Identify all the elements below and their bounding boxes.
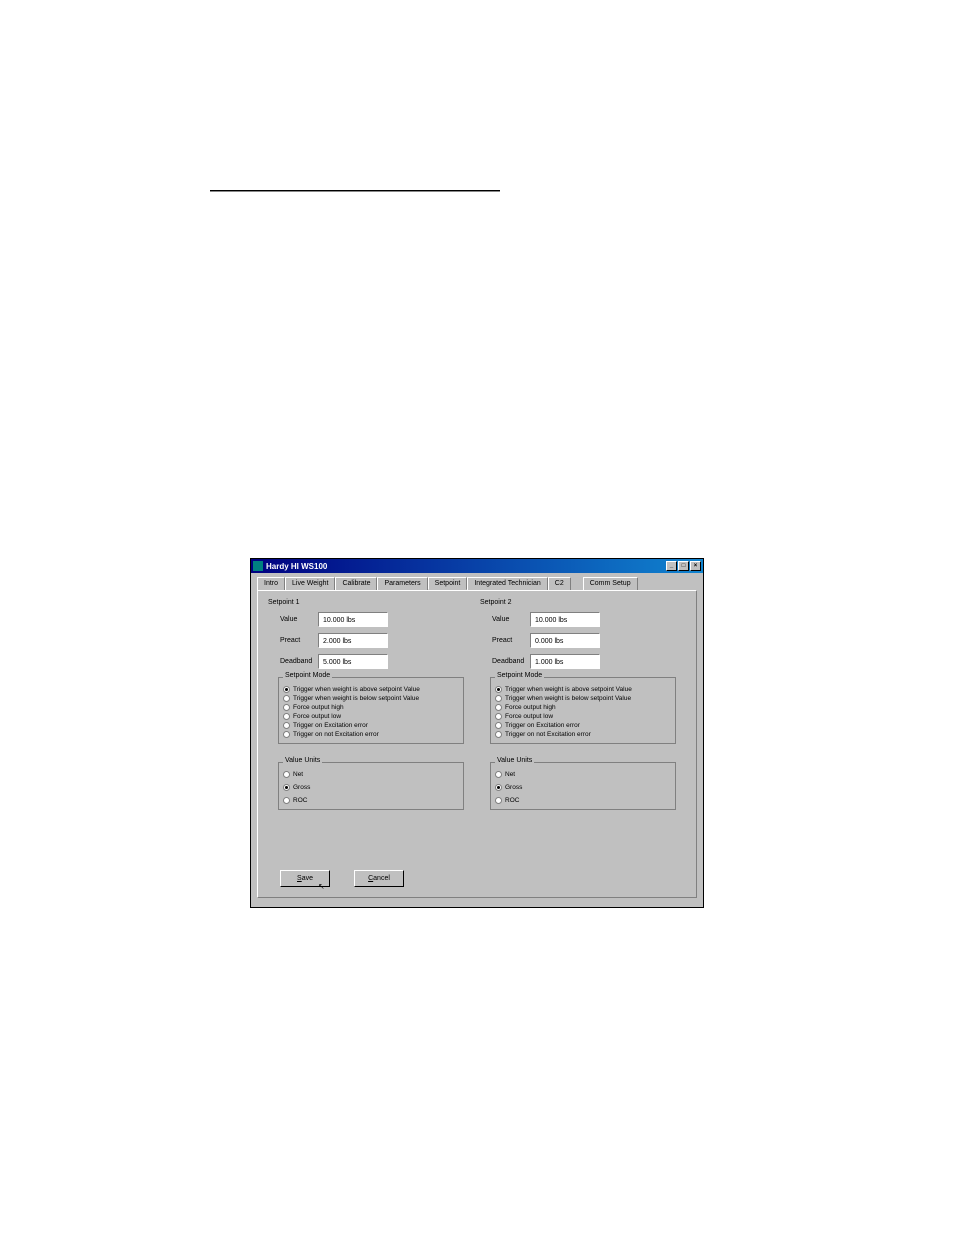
sp1-mode-opt1[interactable]: Trigger when weight is below setpoint Va…: [283, 694, 459, 703]
tabstrip: Intro Live Weight Calibrate Parameters S…: [251, 573, 703, 590]
sp1-mode-opt5[interactable]: Trigger on not Excitation error: [283, 730, 459, 739]
radio-icon: [495, 731, 502, 738]
sp1-deadband-row: Deadband 5.000 lbs: [268, 654, 468, 669]
sp1-units-opt0[interactable]: Net: [283, 770, 459, 779]
sp1-mode-opt0[interactable]: Trigger when weight is above setpoint Va…: [283, 685, 459, 694]
sp1-value-label: Value: [268, 616, 318, 623]
sp2-units-opt1[interactable]: Gross: [495, 783, 671, 792]
sp1-units-group: Value Units Net Gross ROC: [278, 762, 464, 810]
sp1-value-input[interactable]: 10.000 lbs: [318, 612, 388, 627]
sp2-mode-group: Setpoint Mode Trigger when weight is abo…: [490, 677, 676, 744]
radio-icon: [495, 722, 502, 729]
tab-c2[interactable]: C2: [548, 577, 571, 590]
tab-comm-setup[interactable]: Comm Setup: [583, 577, 638, 590]
sp2-deadband-label: Deadband: [480, 658, 530, 665]
radio-icon: [283, 722, 290, 729]
sp2-mode-opt1[interactable]: Trigger when weight is below setpoint Va…: [495, 694, 671, 703]
radio-icon: [495, 686, 502, 693]
setpoint-panel: Setpoint 1 Value 10.000 lbs Preact 2.000…: [257, 590, 697, 898]
sp2-mode-opt5[interactable]: Trigger on not Excitation error: [495, 730, 671, 739]
sp1-deadband-label: Deadband: [268, 658, 318, 665]
minimize-button[interactable]: _: [666, 561, 677, 571]
cursor-icon: ↖: [318, 882, 325, 891]
sp2-units-opt2[interactable]: ROC: [495, 796, 671, 805]
sp2-value-label: Value: [480, 616, 530, 623]
sp2-units-group: Value Units Net Gross ROC: [490, 762, 676, 810]
page-divider: [210, 190, 500, 192]
radio-icon: [283, 686, 290, 693]
sp2-value-row: Value 10.000 lbs: [480, 612, 680, 627]
tab-setpoint[interactable]: Setpoint: [428, 577, 468, 590]
radio-icon: [283, 784, 290, 791]
sp2-mode-title: Setpoint Mode: [495, 672, 544, 679]
titlebar: Hardy HI WS100 _ □ ×: [251, 559, 703, 573]
sp1-units-opt2[interactable]: ROC: [283, 796, 459, 805]
radio-icon: [495, 704, 502, 711]
radio-icon: [495, 695, 502, 702]
sp2-value-input[interactable]: 10.000 lbs: [530, 612, 600, 627]
radio-icon: [495, 797, 502, 804]
sp1-deadband-input[interactable]: 5.000 lbs: [318, 654, 388, 669]
radio-icon: [495, 784, 502, 791]
radio-icon: [495, 713, 502, 720]
save-label-rest: ave: [302, 875, 313, 882]
sp1-mode-opt2[interactable]: Force output high: [283, 703, 459, 712]
radio-icon: [283, 771, 290, 778]
sp1-units-title: Value Units: [283, 757, 322, 764]
tab-live-weight[interactable]: Live Weight: [285, 577, 335, 590]
setpoint2-column: Setpoint 2 Value 10.000 lbs Preact 0.000…: [480, 599, 680, 816]
button-row: Save Cancel: [280, 870, 404, 887]
tab-parameters[interactable]: Parameters: [377, 577, 427, 590]
sp1-mode-title: Setpoint Mode: [283, 672, 332, 679]
sp2-deadband-input[interactable]: 1.000 lbs: [530, 654, 600, 669]
sp2-preact-label: Preact: [480, 637, 530, 644]
sp1-preact-input[interactable]: 2.000 lbs: [318, 633, 388, 648]
close-button[interactable]: ×: [690, 561, 701, 571]
sp2-preact-row: Preact 0.000 lbs: [480, 633, 680, 648]
app-window: Hardy HI WS100 _ □ × Intro Live Weight C…: [250, 558, 704, 908]
sp1-preact-row: Preact 2.000 lbs: [268, 633, 468, 648]
sp2-mode-opt2[interactable]: Force output high: [495, 703, 671, 712]
tab-integrated-technician[interactable]: Integrated Technician: [467, 577, 547, 590]
sp2-mode-opt0[interactable]: Trigger when weight is above setpoint Va…: [495, 685, 671, 694]
sp1-mode-opt4[interactable]: Trigger on Excitation error: [283, 721, 459, 730]
app-icon: [253, 561, 263, 571]
sp1-preact-label: Preact: [268, 637, 318, 644]
cancel-label-rest: ancel: [373, 875, 390, 882]
sp1-mode-group: Setpoint Mode Trigger when weight is abo…: [278, 677, 464, 744]
tab-intro[interactable]: Intro: [257, 577, 285, 590]
setpoint2-title: Setpoint 2: [480, 599, 680, 606]
sp1-units-opt1[interactable]: Gross: [283, 783, 459, 792]
cancel-button[interactable]: Cancel: [354, 870, 404, 887]
sp2-units-opt0[interactable]: Net: [495, 770, 671, 779]
sp1-mode-opt3[interactable]: Force output low: [283, 712, 459, 721]
radio-icon: [283, 797, 290, 804]
sp1-value-row: Value 10.000 lbs: [268, 612, 468, 627]
sp2-preact-input[interactable]: 0.000 lbs: [530, 633, 600, 648]
titlebar-buttons: _ □ ×: [666, 561, 701, 571]
setpoint1-column: Setpoint 1 Value 10.000 lbs Preact 2.000…: [268, 599, 468, 816]
sp2-mode-opt3[interactable]: Force output low: [495, 712, 671, 721]
maximize-button[interactable]: □: [678, 561, 689, 571]
radio-icon: [283, 695, 290, 702]
window-title: Hardy HI WS100: [266, 562, 666, 571]
radio-icon: [283, 731, 290, 738]
radio-icon: [283, 704, 290, 711]
setpoint1-title: Setpoint 1: [268, 599, 468, 606]
tab-calibrate[interactable]: Calibrate: [335, 577, 377, 590]
sp2-mode-opt4[interactable]: Trigger on Excitation error: [495, 721, 671, 730]
sp2-deadband-row: Deadband 1.000 lbs: [480, 654, 680, 669]
radio-icon: [283, 713, 290, 720]
radio-icon: [495, 771, 502, 778]
sp2-units-title: Value Units: [495, 757, 534, 764]
